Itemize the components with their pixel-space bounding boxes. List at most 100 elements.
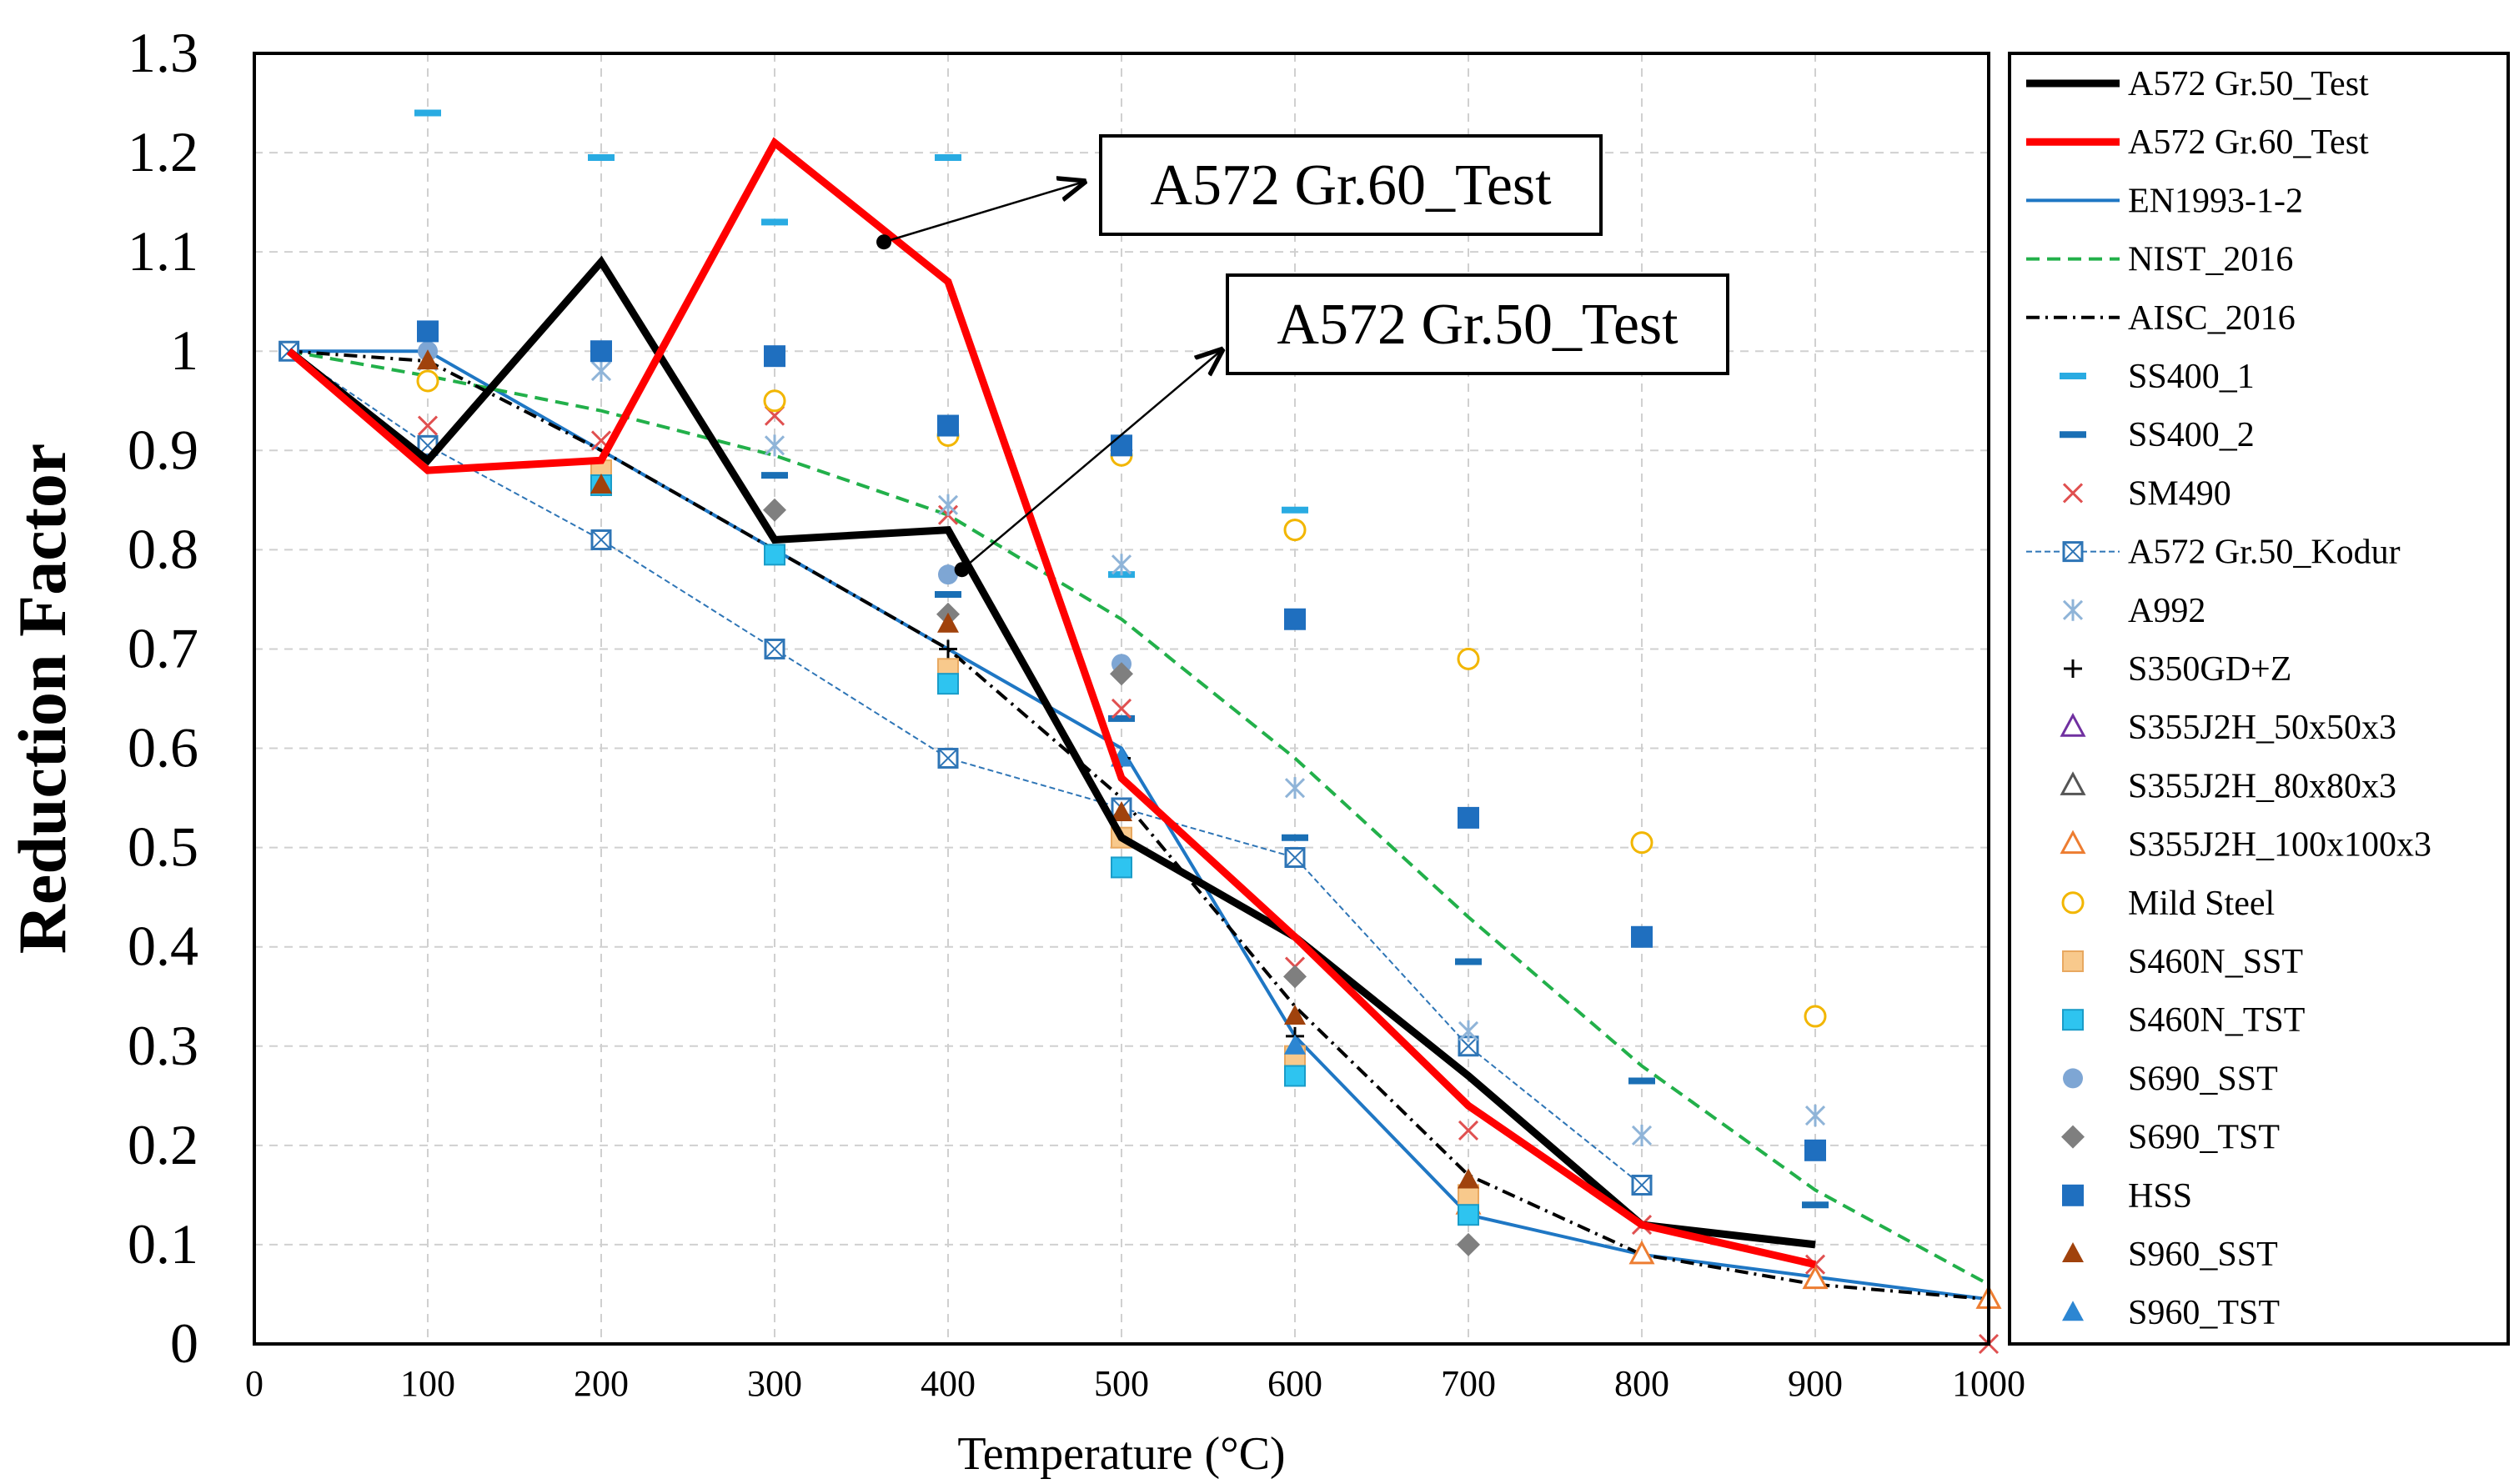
series-hss-point-shape xyxy=(590,340,612,363)
series-sm490-point xyxy=(1111,698,1132,719)
legend-entry-nist-2016-label: NIST_2016 xyxy=(2128,241,2293,279)
legend-entry-a992: A992 xyxy=(2062,592,2205,630)
series-s355j2h-100x100x3-point-shape xyxy=(1628,1240,1655,1265)
y-tick-label: 0.6 xyxy=(128,716,198,780)
series-s355j2h-100x100x3-point xyxy=(1802,1265,1829,1290)
series-nist-2016-line xyxy=(289,349,1990,1286)
legend-entry-ss400-1-label: SS400_1 xyxy=(2128,358,2255,396)
legend-entry-s350gd-z-marker-shape xyxy=(2064,659,2082,678)
legend-entry-ss400-1: SS400_1 xyxy=(2060,358,2255,396)
series-s460n-tst-point xyxy=(764,544,785,566)
legend-entry-s350gd-z: S350GD+Z xyxy=(2064,650,2291,689)
legend-entry-s690-tst: S690_TST xyxy=(2061,1119,2280,1157)
legend-entry-s355j2h-80x80x3-label: S355J2H_80x80x3 xyxy=(2128,767,2396,805)
legend-entry-en1993-1-2-label: EN1993-1-2 xyxy=(2128,182,2303,220)
legend-entry-s460n-tst: S460N_TST xyxy=(2062,1001,2305,1040)
annotation-a572-gr50: A572 Gr.50_Test xyxy=(1226,273,1729,375)
legend-entry-s355j2h-50x50x3: S355J2H_50x50x3 xyxy=(2060,709,2396,747)
series-s960-sst-point xyxy=(1284,1005,1306,1025)
series-a572-gr-50-kodur-line xyxy=(289,350,1643,1186)
series-a572-gr-50-kodur-point xyxy=(590,529,612,550)
series-hss-point-shape xyxy=(1631,925,1653,948)
series-sm490-point-shape xyxy=(417,415,439,436)
legend-entry-hss-marker-shape xyxy=(2062,1184,2084,1206)
series-s690-tst-point xyxy=(1283,965,1307,989)
series-a992-point xyxy=(937,494,959,516)
plot-area-frame xyxy=(253,52,1990,1346)
series-s690-tst-point xyxy=(763,498,786,522)
series-mild-steel-point xyxy=(1804,1005,1827,1028)
legend-entry-a992-label: A992 xyxy=(2128,592,2205,630)
series-a572-gr-60-test-line xyxy=(286,137,1817,1269)
series-s960-sst-point xyxy=(417,349,439,370)
series-hss-point xyxy=(417,320,439,343)
series-s460n-tst-point-shape xyxy=(764,544,785,566)
legend-entry-a572-gr-50-kodur: A572 Gr.50_Kodur xyxy=(2026,534,2401,572)
series-s355j2h-100x100x3-point xyxy=(1628,1240,1655,1265)
x-tick-label: 100 xyxy=(400,1363,455,1404)
series-a572-gr-50-kodur-point-cross xyxy=(1458,1036,1478,1056)
series-a992-point-shape xyxy=(1631,1124,1653,1146)
legend-entry-s960-sst-marker xyxy=(2062,1242,2084,1262)
legend-frame xyxy=(2008,52,2510,1346)
legend-entry-s355j2h-50x50x3-marker-shape xyxy=(2060,713,2086,737)
legend-entry-s460n-sst: S460N_SST xyxy=(2062,943,2303,981)
x-tick-label: 500 xyxy=(1094,1363,1149,1404)
series-s960-sst-point xyxy=(937,612,959,633)
y-tick-label: 0.9 xyxy=(128,418,198,481)
series-a992-point-shape xyxy=(764,434,785,457)
series-hss-point xyxy=(590,340,612,363)
legend-entry-s690-sst-marker xyxy=(2063,1068,2083,1089)
y-tick-label: 0.2 xyxy=(128,1113,198,1176)
legend-entry-s960-tst-marker xyxy=(2062,1301,2084,1321)
series-a572-gr-50-test xyxy=(286,255,1816,1249)
legend: A572 Gr.50_Test A572 Gr.60_Test EN1993-1-2… xyxy=(2008,52,2510,1346)
legend-entry-ss400-2: SS400_2 xyxy=(2060,416,2255,454)
series-s355j2h-100x100x3-point-shape xyxy=(1802,1265,1829,1290)
legend-entry-a572-gr-60-test-label: A572 Gr.60_Test xyxy=(2128,123,2369,162)
y-tick-label: 0.5 xyxy=(128,815,198,879)
x-tick-label: 1000 xyxy=(1952,1363,2025,1404)
series-a992-point xyxy=(590,360,612,383)
series-a992-point-shape xyxy=(1111,554,1132,576)
series-a572-gr-50-kodur-point xyxy=(937,747,959,769)
legend-entry-sm490: SM490 xyxy=(2062,474,2231,513)
legend-entry-hss-label: HSS xyxy=(2128,1177,2192,1216)
series-hss-point-shape xyxy=(417,320,439,343)
series-s690-sst-point xyxy=(938,564,958,585)
series-sm490-point-shape xyxy=(1458,1120,1479,1141)
x-tick-label: 0 xyxy=(245,1363,263,1404)
y-tick-label: 1 xyxy=(170,318,198,382)
series-mild-steel-point xyxy=(416,369,439,393)
series-hss-point-shape xyxy=(1804,1139,1826,1161)
legend-entry-s355j2h-100x100x3-marker xyxy=(2060,830,2086,855)
legend-entry-mild-steel-marker xyxy=(2061,891,2085,915)
series-a572-gr-50-kodur-point xyxy=(1631,1174,1653,1196)
annotation-label: A572 Gr.60_Test xyxy=(1150,153,1552,218)
annotations: A572 Gr.60_Test A572 Gr.50_Test xyxy=(876,134,1729,578)
y-tick-label: 0.3 xyxy=(128,1014,198,1077)
series-hss-point-shape xyxy=(764,345,785,368)
y-tick-label: 1.1 xyxy=(128,219,198,283)
series-hss-point xyxy=(764,345,785,368)
series-a992-point xyxy=(1631,1124,1653,1146)
legend-entry-s690-tst-marker-shape xyxy=(2061,1125,2085,1149)
legend-entry-aisc-2016: AISC_2016 xyxy=(2026,299,2296,338)
x-tick-label: 200 xyxy=(574,1363,629,1404)
series-hss-point xyxy=(1631,925,1653,948)
legend-entry-nist-2016: NIST_2016 xyxy=(2026,241,2293,279)
legend-entry-mild-steel: Mild Steel xyxy=(2061,885,2275,923)
y-tick-label: 0.1 xyxy=(128,1212,198,1276)
series-s690-tst-point-shape xyxy=(1110,662,1133,686)
series-a992-point-shape xyxy=(937,494,959,516)
series-mild-steel-point-shape xyxy=(1630,831,1653,855)
series-s460n-tst-point-shape xyxy=(1111,856,1132,879)
annotation-label: A572 Gr.50_Test xyxy=(1277,293,1679,357)
series-hss-point-shape xyxy=(1458,806,1479,829)
legend-entry-a572-gr-60-test: A572 Gr.60_Test xyxy=(2026,123,2369,162)
series-a992-point xyxy=(1284,777,1306,800)
legend-entry-s690-tst-label: S690_TST xyxy=(2128,1119,2280,1157)
y-tick-label: 0.8 xyxy=(128,517,198,580)
legend-entry-en1993-1-2: EN1993-1-2 xyxy=(2026,182,2303,220)
